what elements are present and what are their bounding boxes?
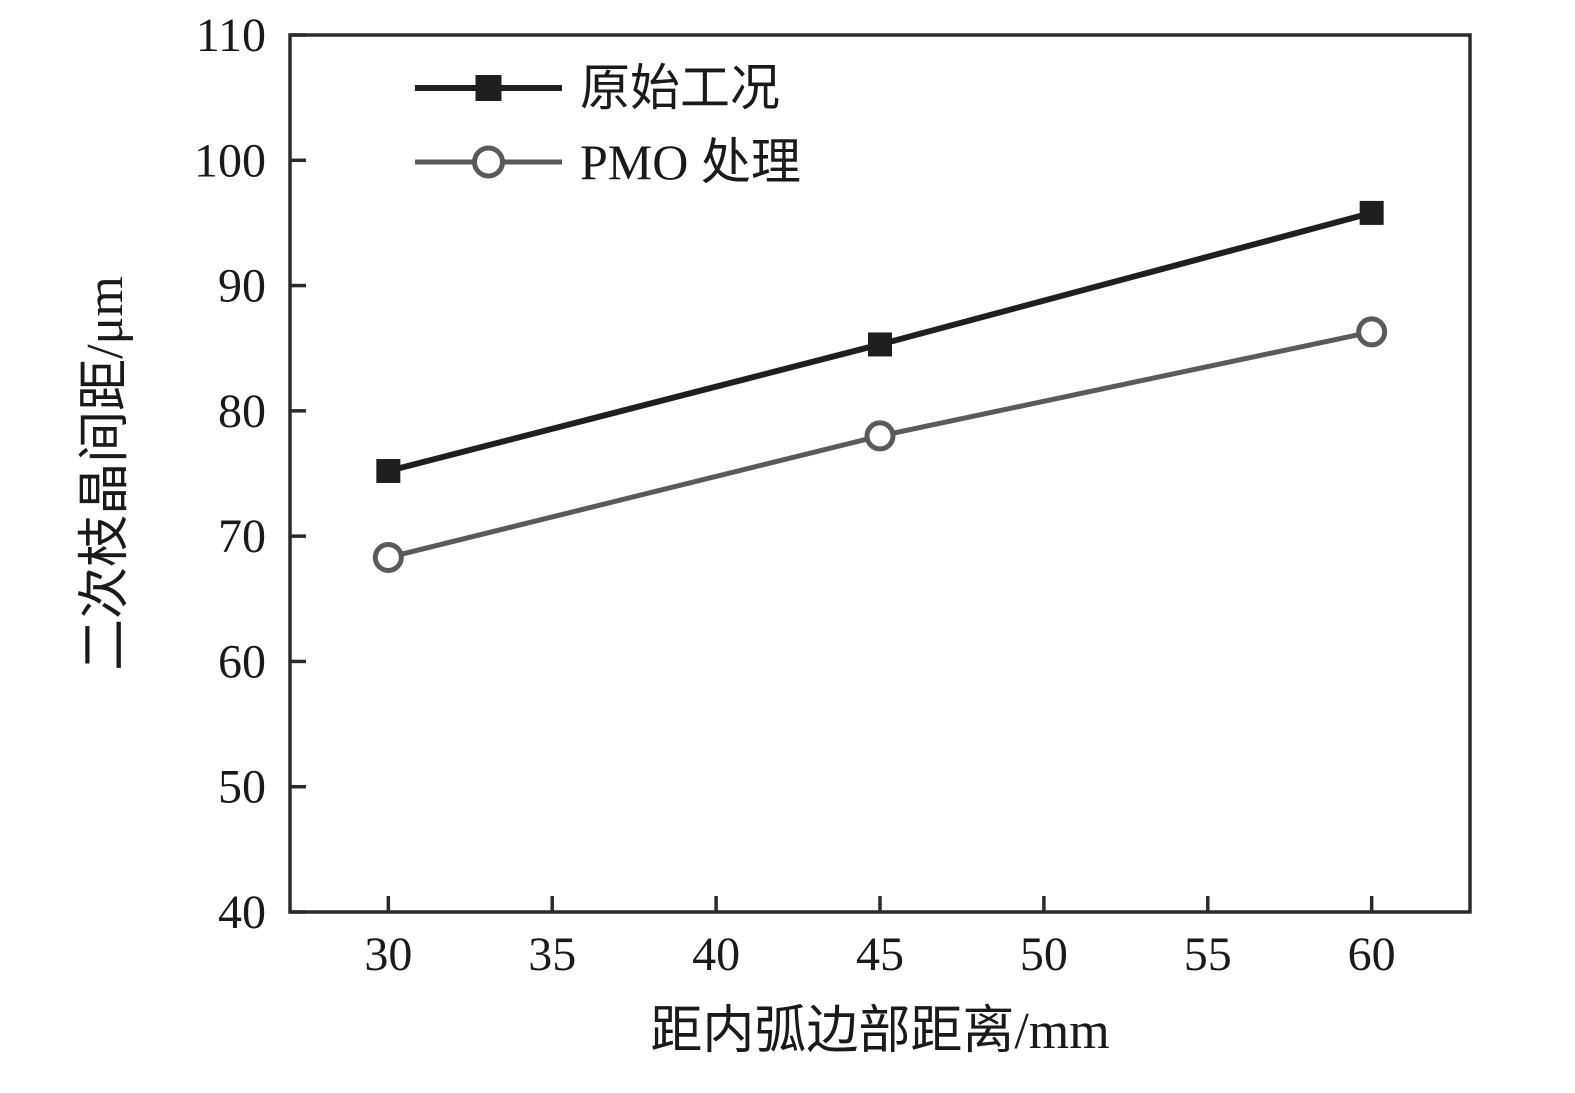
legend-marker-filled-square bbox=[475, 75, 502, 101]
y-tick-label: 110 bbox=[196, 9, 266, 62]
data-marker-filled-square bbox=[868, 332, 892, 357]
x-axis-title: 距内弧边部距离/mm bbox=[650, 1003, 1109, 1060]
x-tick-label: 60 bbox=[1348, 928, 1396, 981]
y-axis-title: 二次枝晶间距/μm bbox=[77, 276, 134, 671]
legend-label: 原始工况 bbox=[580, 60, 780, 116]
x-tick-label: 45 bbox=[856, 928, 904, 981]
x-tick-label: 55 bbox=[1184, 928, 1232, 981]
data-marker-filled-square bbox=[1359, 200, 1384, 225]
legend-marker-open-circle bbox=[472, 145, 505, 179]
y-tick-label: 70 bbox=[218, 510, 266, 563]
y-tick-label: 50 bbox=[218, 761, 266, 814]
y-tick-label: 40 bbox=[218, 886, 266, 939]
data-marker-open-circle bbox=[864, 420, 896, 452]
x-tick-label: 50 bbox=[1020, 928, 1068, 981]
x-tick-label: 40 bbox=[692, 928, 740, 981]
y-tick-label: 90 bbox=[218, 260, 266, 313]
x-tick-label: 30 bbox=[364, 928, 412, 981]
data-marker-open-circle bbox=[372, 541, 404, 573]
legend-label: PMO 处理 bbox=[580, 134, 801, 190]
y-tick-label: 80 bbox=[218, 385, 266, 438]
data-marker-open-circle bbox=[1356, 316, 1388, 348]
data-marker-filled-square bbox=[376, 458, 401, 483]
plot-frame bbox=[288, 33, 1472, 914]
y-tick-label: 100 bbox=[194, 134, 266, 187]
x-tick-label: 35 bbox=[528, 928, 576, 981]
y-tick-label: 60 bbox=[218, 635, 266, 688]
